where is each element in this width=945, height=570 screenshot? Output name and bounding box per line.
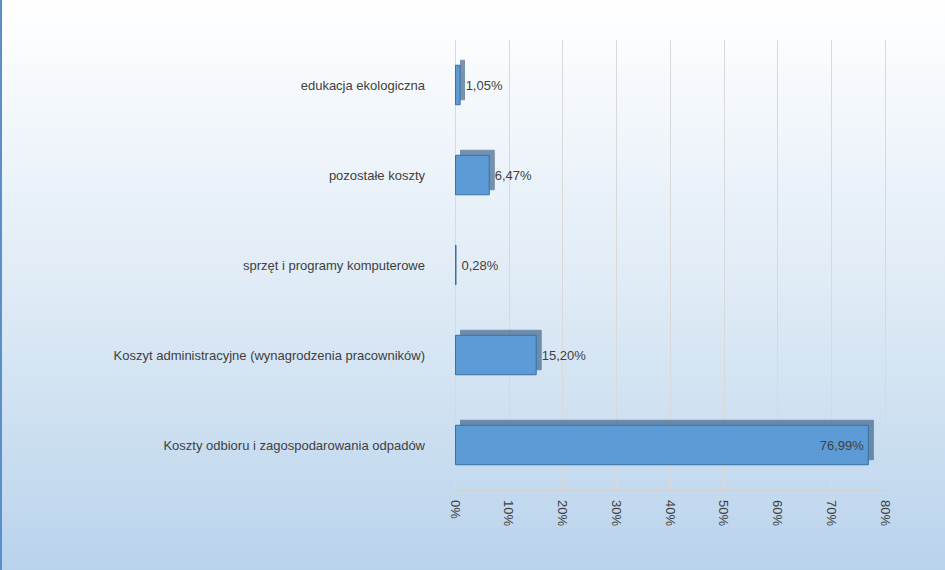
svg-text:Koszyt administracyjne (wynagr: Koszyt administracyjne (wynagrodzenia pr… [114, 348, 425, 363]
svg-text:15,20%: 15,20% [542, 348, 587, 363]
svg-text:6,47%: 6,47% [495, 168, 532, 183]
svg-text:1,05%: 1,05% [466, 78, 503, 93]
svg-text:76,99%: 76,99% [820, 438, 865, 453]
svg-text:80%: 80% [878, 500, 893, 526]
svg-text:70%: 70% [824, 500, 839, 526]
svg-text:sprzęt i programy komputerowe: sprzęt i programy komputerowe [243, 258, 425, 273]
svg-text:20%: 20% [555, 500, 570, 526]
svg-text:0,28%: 0,28% [462, 258, 499, 273]
svg-text:60%: 60% [770, 500, 785, 526]
svg-text:0%: 0% [448, 500, 463, 519]
svg-text:pozostałe koszty: pozostałe koszty [329, 168, 426, 183]
svg-text:10%: 10% [501, 500, 516, 526]
svg-text:40%: 40% [663, 500, 678, 526]
svg-text:Koszty odbioru i zagospodarowa: Koszty odbioru i zagospodarowania odpadó… [163, 438, 425, 453]
svg-text:50%: 50% [716, 500, 731, 526]
svg-text:30%: 30% [609, 500, 624, 526]
svg-text:edukacja ekologiczna: edukacja ekologiczna [301, 78, 426, 93]
